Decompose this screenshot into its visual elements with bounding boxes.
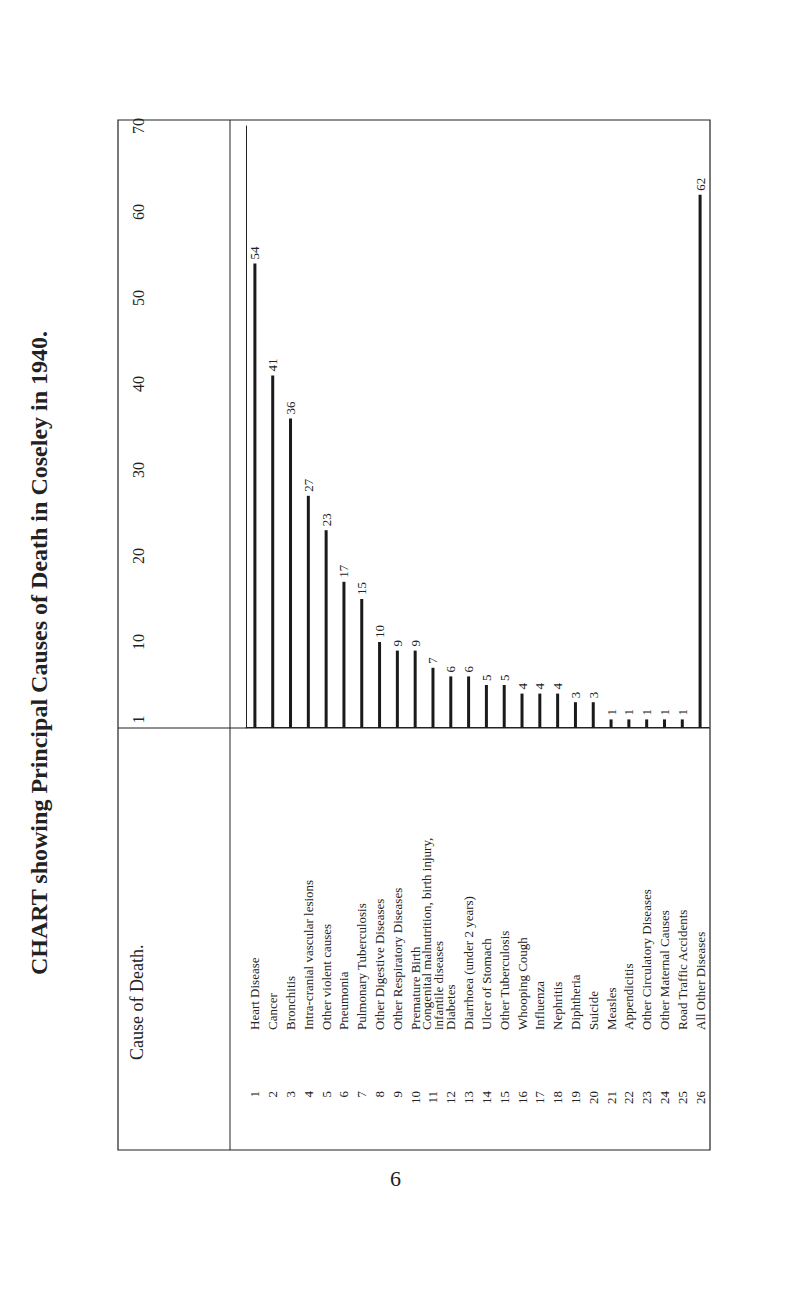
svg-text:30: 30 (130, 462, 147, 478)
svg-text:2: 2 (265, 1091, 280, 1098)
svg-text:18: 18 (550, 1091, 565, 1104)
svg-text:4: 4 (515, 683, 530, 690)
svg-text:12: 12 (443, 1091, 458, 1104)
svg-text:4: 4 (532, 683, 547, 690)
svg-text:Other Digestive Diseases: Other Digestive Diseases (372, 899, 387, 1030)
svg-text:10: 10 (408, 1091, 423, 1104)
svg-text:5: 5 (319, 1091, 334, 1098)
svg-text:Other Tuberculosis: Other Tuberculosis (497, 931, 512, 1030)
svg-text:Bronchitis: Bronchitis (283, 976, 298, 1030)
svg-text:15: 15 (497, 1091, 512, 1104)
svg-text:CHART showing Principal Causes: CHART showing Principal Causes of Death … (26, 331, 52, 975)
svg-text:9: 9 (390, 1091, 405, 1098)
svg-text:Whooping Cough: Whooping Cough (515, 937, 530, 1030)
html-text:6: 6 (390, 1166, 401, 1191)
svg-text:Cause of Death.: Cause of Death. (127, 945, 147, 1060)
svg-text:20: 20 (586, 1091, 601, 1104)
svg-text:9: 9 (408, 640, 423, 647)
svg-text:21: 21 (604, 1091, 619, 1104)
svg-text:Nephritis: Nephritis (550, 982, 565, 1030)
svg-text:1: 1 (604, 709, 619, 716)
svg-text:7: 7 (425, 657, 440, 664)
svg-text:Influenza: Influenza (532, 981, 547, 1030)
svg-text:19: 19 (568, 1091, 583, 1104)
svg-text:3: 3 (586, 692, 601, 699)
svg-text:Intra-cranial vascular lesions: Intra-cranial vascular lesions (301, 880, 316, 1030)
svg-text:Cancer: Cancer (265, 993, 280, 1030)
svg-text:16: 16 (515, 1091, 530, 1105)
svg-text:24: 24 (657, 1091, 672, 1105)
svg-text:5: 5 (479, 675, 494, 682)
svg-text:17: 17 (532, 1091, 547, 1105)
svg-text:infantile diseases: infantile diseases (431, 940, 447, 1030)
svg-text:41: 41 (265, 358, 280, 371)
svg-text:3: 3 (283, 1091, 298, 1098)
svg-text:36: 36 (283, 401, 298, 415)
svg-text:54: 54 (247, 246, 262, 260)
svg-text:Other violent causes: Other violent causes (319, 924, 334, 1030)
svg-text:8: 8 (372, 1091, 387, 1098)
svg-text:Heart Disease: Heart Disease (247, 957, 262, 1030)
svg-text:1: 1 (247, 1091, 262, 1098)
svg-text:Measles: Measles (604, 987, 619, 1030)
svg-text:Other Maternal Causes: Other Maternal Causes (657, 910, 672, 1030)
svg-text:70: 70 (130, 118, 147, 134)
svg-text:10: 10 (372, 625, 387, 638)
svg-text:9: 9 (390, 640, 405, 647)
svg-text:10: 10 (130, 634, 147, 650)
svg-text:Diphtheria: Diphtheria (568, 974, 583, 1030)
svg-text:Premature Birth: Premature Birth (407, 946, 423, 1030)
svg-text:1: 1 (130, 715, 147, 723)
svg-text:Pneumonia: Pneumonia (336, 971, 351, 1030)
svg-text:Ulcer of Stomach: Ulcer of Stomach (479, 938, 494, 1030)
svg-text:5: 5 (497, 675, 512, 682)
svg-text:1: 1 (657, 709, 672, 716)
svg-text:Other Respiratory Diseases: Other Respiratory Diseases (390, 888, 405, 1030)
svg-text:1: 1 (675, 709, 690, 716)
svg-text:11: 11 (425, 1091, 440, 1104)
svg-text:Diarrhoea (under 2 years): Diarrhoea (under 2 years) (461, 896, 476, 1030)
svg-text:3: 3 (568, 692, 583, 699)
svg-text:20: 20 (130, 548, 147, 564)
svg-text:27: 27 (301, 478, 316, 492)
svg-text:13: 13 (461, 1091, 476, 1104)
svg-text:1: 1 (621, 709, 636, 716)
svg-text:Appendicitis: Appendicitis (621, 964, 636, 1030)
svg-text:Congenital malnutrition, birth: Congenital malnutrition, birth injury, (419, 837, 435, 1030)
svg-text:6: 6 (336, 1091, 351, 1098)
svg-text:Suicide: Suicide (586, 991, 601, 1030)
svg-text:60: 60 (130, 204, 147, 220)
svg-text:Road Traffic Accidents: Road Traffic Accidents (675, 910, 690, 1030)
svg-text:62: 62 (693, 178, 708, 191)
svg-text:17: 17 (336, 564, 351, 578)
svg-text:15: 15 (354, 582, 369, 595)
svg-text:Other Circulatory Diseases: Other Circulatory Diseases (639, 889, 654, 1030)
svg-text:23: 23 (319, 513, 334, 526)
svg-text:40: 40 (130, 376, 147, 392)
svg-text:1: 1 (639, 709, 654, 716)
svg-text:All Other Diseases: All Other Diseases (693, 932, 708, 1030)
svg-text:4: 4 (550, 683, 565, 690)
svg-text:25: 25 (675, 1091, 690, 1104)
svg-text:6: 6 (461, 665, 476, 672)
svg-text:23: 23 (639, 1091, 654, 1104)
svg-text:7: 7 (354, 1091, 369, 1098)
svg-text:22: 22 (621, 1091, 636, 1104)
svg-text:4: 4 (301, 1091, 316, 1098)
svg-text:Diabetes: Diabetes (443, 985, 458, 1030)
svg-text:6: 6 (443, 665, 458, 672)
svg-text:14: 14 (479, 1091, 494, 1105)
svg-text:50: 50 (130, 290, 147, 306)
svg-text:26: 26 (693, 1091, 708, 1105)
svg-text:Pulmonary Tuberculosis: Pulmonary Tuberculosis (354, 903, 369, 1030)
